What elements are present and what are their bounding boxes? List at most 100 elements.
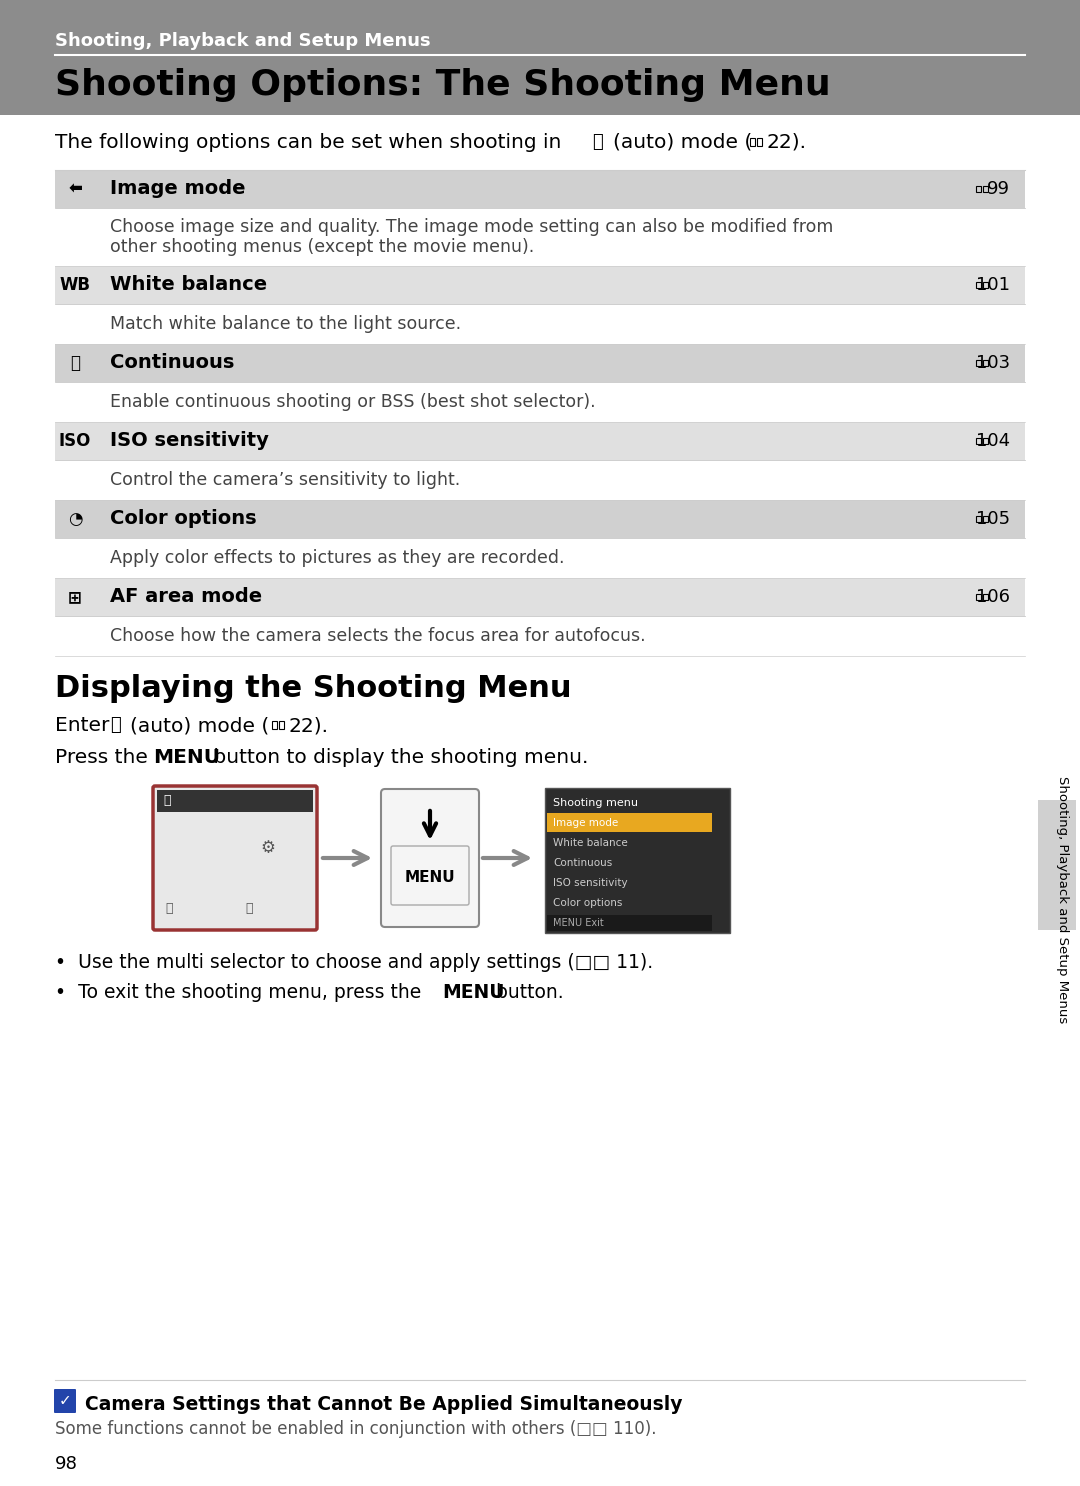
Bar xyxy=(157,791,313,811)
Bar xyxy=(976,282,981,288)
Text: 🔢: 🔢 xyxy=(165,902,173,914)
Text: Image mode: Image mode xyxy=(553,817,618,828)
Text: Color options: Color options xyxy=(553,898,622,908)
Bar xyxy=(983,516,988,522)
Text: Apply color effects to pictures as they are recorded.: Apply color effects to pictures as they … xyxy=(110,548,565,568)
Text: ISO sensitivity: ISO sensitivity xyxy=(110,431,269,450)
Text: Choose image size and quality. The image mode setting can also be modified from
: Choose image size and quality. The image… xyxy=(110,217,834,257)
Bar xyxy=(546,893,712,912)
Bar xyxy=(545,788,730,933)
Bar xyxy=(55,578,1025,617)
Bar xyxy=(976,360,981,367)
Text: button.: button. xyxy=(490,984,564,1002)
Text: ⬜: ⬜ xyxy=(70,354,80,372)
Text: 22).: 22). xyxy=(766,134,806,152)
Text: Continuous: Continuous xyxy=(553,857,612,868)
Text: WB: WB xyxy=(59,276,91,294)
Text: Enable continuous shooting or BSS (best shot selector).: Enable continuous shooting or BSS (best … xyxy=(110,392,596,412)
Bar xyxy=(55,538,1025,578)
Text: 106: 106 xyxy=(976,588,1010,606)
Text: MENU: MENU xyxy=(442,984,504,1002)
Text: MENU: MENU xyxy=(153,747,220,767)
Text: 22).: 22). xyxy=(289,716,329,736)
Bar xyxy=(976,186,981,192)
Text: Shooting, Playback and Setup Menus: Shooting, Playback and Setup Menus xyxy=(55,33,431,51)
Text: ⬅: ⬅ xyxy=(68,180,82,198)
Bar xyxy=(750,138,755,146)
Text: Match white balance to the light source.: Match white balance to the light source. xyxy=(110,315,461,333)
Text: 🔢: 🔢 xyxy=(245,902,253,914)
Bar xyxy=(983,594,988,600)
Text: 105: 105 xyxy=(976,510,1010,528)
Text: Control the camera’s sensitivity to light.: Control the camera’s sensitivity to ligh… xyxy=(110,471,460,489)
Text: ⊞: ⊞ xyxy=(68,588,82,606)
Text: 103: 103 xyxy=(976,354,1010,372)
Text: •  To exit the shooting menu, press the: • To exit the shooting menu, press the xyxy=(55,984,428,1002)
Bar xyxy=(55,343,1025,382)
Text: Some functions cannot be enabled in conjunction with others (□□ 110).: Some functions cannot be enabled in conj… xyxy=(55,1421,657,1438)
Text: Continuous: Continuous xyxy=(110,354,234,373)
Text: 101: 101 xyxy=(976,276,1010,294)
Bar xyxy=(1038,799,1076,930)
Text: Shooting menu: Shooting menu xyxy=(553,798,638,808)
Bar xyxy=(55,266,1025,305)
Text: 98: 98 xyxy=(55,1455,78,1473)
Text: ✓: ✓ xyxy=(58,1394,71,1409)
Text: 104: 104 xyxy=(976,432,1010,450)
Text: ⚙: ⚙ xyxy=(260,840,275,857)
Bar xyxy=(55,305,1025,343)
Bar xyxy=(546,834,712,851)
Bar xyxy=(55,499,1025,538)
Text: (auto) mode (: (auto) mode ( xyxy=(130,716,269,736)
Text: 📷: 📷 xyxy=(110,716,121,734)
Bar xyxy=(546,872,712,892)
Text: Image mode: Image mode xyxy=(110,180,245,199)
Text: Shooting Options: The Shooting Menu: Shooting Options: The Shooting Menu xyxy=(55,68,831,103)
Bar xyxy=(546,853,712,872)
Bar xyxy=(757,138,762,146)
Text: Color options: Color options xyxy=(110,510,257,529)
Bar xyxy=(983,438,988,444)
Text: ◔: ◔ xyxy=(68,510,82,528)
Text: (auto) mode (: (auto) mode ( xyxy=(613,134,753,152)
FancyBboxPatch shape xyxy=(381,789,480,927)
Text: •  Use the multi selector to choose and apply settings (□□ 11).: • Use the multi selector to choose and a… xyxy=(55,953,653,972)
Text: 99: 99 xyxy=(987,180,1010,198)
Bar xyxy=(55,617,1025,655)
Text: MENU Exit: MENU Exit xyxy=(553,918,604,927)
Bar xyxy=(272,721,276,728)
Text: button to display the shooting menu.: button to display the shooting menu. xyxy=(207,747,589,767)
Text: AF area mode: AF area mode xyxy=(110,587,262,606)
Text: 📷: 📷 xyxy=(592,134,603,152)
Bar xyxy=(55,461,1025,499)
Text: MENU: MENU xyxy=(405,871,456,886)
Bar xyxy=(55,382,1025,422)
Bar xyxy=(976,516,981,522)
Text: Press the: Press the xyxy=(55,747,154,767)
FancyBboxPatch shape xyxy=(54,1389,76,1413)
Bar xyxy=(279,721,284,728)
Text: Displaying the Shooting Menu: Displaying the Shooting Menu xyxy=(55,675,571,703)
Bar xyxy=(55,208,1025,266)
Text: White balance: White balance xyxy=(110,275,267,294)
Bar xyxy=(55,422,1025,461)
Text: Camera Settings that Cannot Be Applied Simultaneously: Camera Settings that Cannot Be Applied S… xyxy=(85,1395,683,1415)
Bar xyxy=(976,438,981,444)
Bar xyxy=(976,594,981,600)
Text: Shooting, Playback and Setup Menus: Shooting, Playback and Setup Menus xyxy=(1056,776,1069,1024)
Bar xyxy=(983,360,988,367)
Text: Enter: Enter xyxy=(55,716,116,736)
Text: 📷: 📷 xyxy=(163,794,171,807)
Bar xyxy=(546,813,712,832)
Text: White balance: White balance xyxy=(553,838,627,847)
Bar xyxy=(0,0,1080,114)
Bar xyxy=(983,186,988,192)
Text: Choose how the camera selects the focus area for autofocus.: Choose how the camera selects the focus … xyxy=(110,627,646,645)
Text: The following options can be set when shooting in: The following options can be set when sh… xyxy=(55,134,562,152)
Text: ISO: ISO xyxy=(58,432,91,450)
Text: ISO sensitivity: ISO sensitivity xyxy=(553,878,627,887)
Bar xyxy=(546,915,712,932)
FancyBboxPatch shape xyxy=(153,786,318,930)
Bar xyxy=(55,169,1025,208)
Bar xyxy=(983,282,988,288)
